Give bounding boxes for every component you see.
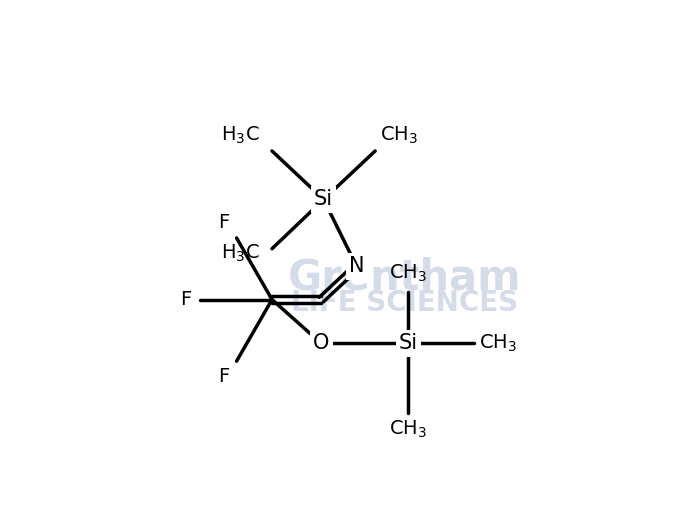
Text: CH$_3$: CH$_3$ [380, 124, 418, 146]
Text: O: O [313, 333, 329, 354]
Text: N: N [349, 256, 365, 277]
Text: F: F [218, 213, 229, 232]
Text: CH$_3$: CH$_3$ [389, 419, 427, 440]
Text: H$_3$C: H$_3$C [221, 243, 260, 264]
Text: LIFE SCIENCES: LIFE SCIENCES [291, 289, 518, 317]
Text: CH$_3$: CH$_3$ [389, 263, 427, 284]
Text: Grentham: Grentham [287, 257, 521, 299]
Text: F: F [218, 367, 229, 385]
Text: CH$_3$: CH$_3$ [479, 333, 517, 354]
Text: Si: Si [314, 189, 333, 210]
Text: Si: Si [399, 333, 418, 354]
Text: H$_3$C: H$_3$C [221, 124, 260, 146]
Text: F: F [180, 290, 191, 309]
